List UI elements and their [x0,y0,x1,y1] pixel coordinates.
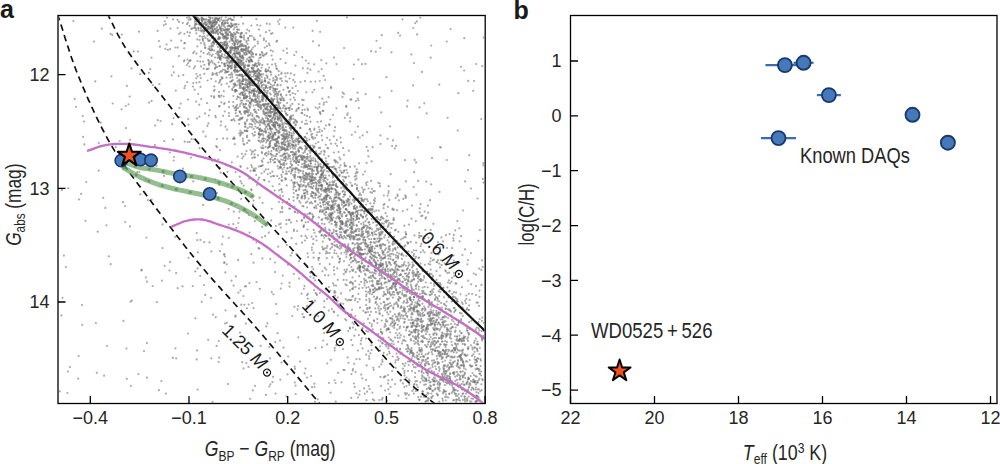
svg-text:14: 14 [896,408,916,428]
svg-text:−4: −4 [541,326,562,346]
svg-text:−0.4: −0.4 [73,408,109,428]
svg-text:−0.1: −0.1 [171,408,207,428]
svg-text:12: 12 [29,65,49,85]
svg-text:Known DAQs: Known DAQs [800,143,910,168]
svg-text:22: 22 [560,408,580,428]
svg-text:b: b [514,0,529,24]
svg-text:log(C/H): log(C/H) [514,183,539,245]
svg-text:1: 1 [551,51,561,71]
svg-text:Gabs (mag): Gabs (mag) [0,164,28,246]
svg-text:18: 18 [728,408,748,428]
svg-text:14: 14 [29,292,49,312]
svg-text:13: 13 [29,179,49,199]
svg-text:16: 16 [812,408,832,428]
svg-text:−1: −1 [541,161,562,181]
svg-text:−5: −5 [541,380,562,400]
svg-text:−3: −3 [541,271,562,291]
svg-text:0.8: 0.8 [473,408,498,428]
svg-text:−2: −2 [541,216,562,236]
svg-text:0.5: 0.5 [374,408,399,428]
svg-text:0.2: 0.2 [275,408,300,428]
svg-text:20: 20 [644,408,664,428]
svg-text:WD0525 + 526: WD0525 + 526 [591,318,713,343]
svg-text:12: 12 [980,408,1000,428]
svg-text:a: a [0,0,15,23]
svg-text:0: 0 [551,106,561,126]
